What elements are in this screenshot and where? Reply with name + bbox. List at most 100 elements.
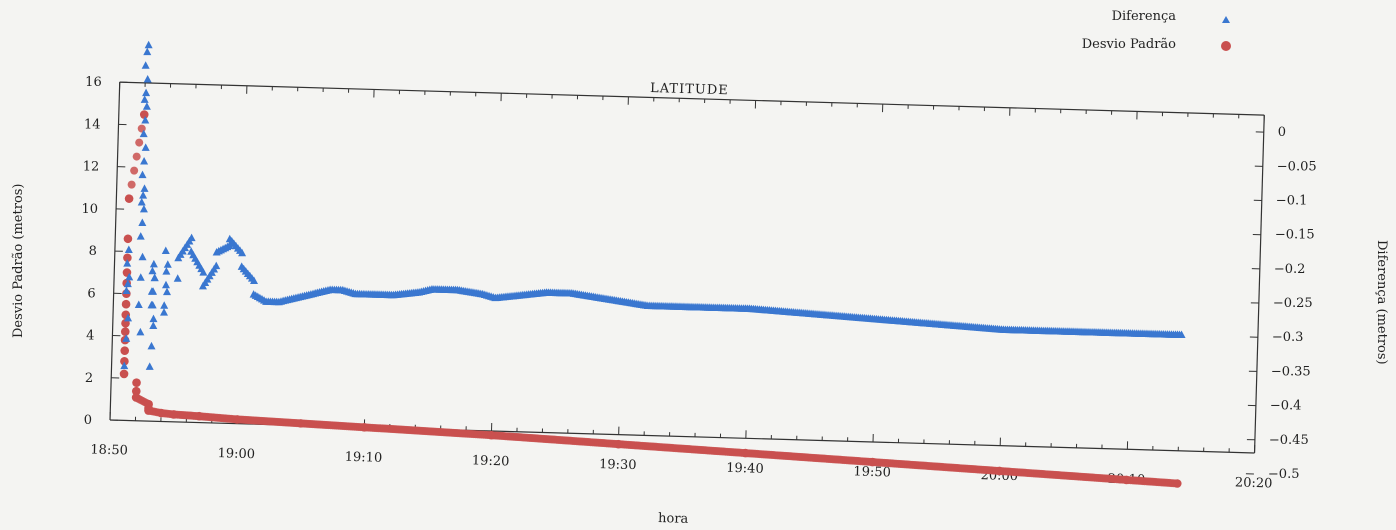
diferenca-point [134, 300, 143, 309]
y-tick-label: 2 [85, 371, 93, 386]
x-tick-label: 19:30 [599, 457, 637, 473]
y-tick-label: 16 [85, 75, 102, 90]
y2-tick-label: −0.3 [1272, 330, 1304, 345]
y2-tick-label: 0 [1278, 125, 1286, 140]
desvio-padrao-point [296, 419, 306, 428]
desvio-padrao-point [995, 466, 1004, 476]
desvio-padrao-point [135, 138, 144, 147]
x-tick-label: 19:10 [345, 450, 383, 466]
desvio-padrao-point [139, 110, 149, 119]
y-tick-label: 12 [83, 160, 100, 175]
y-tick-label: 14 [84, 117, 101, 132]
diferenca-point [140, 95, 149, 103]
desvio-padrao-point [127, 180, 136, 189]
diferenca-point [124, 245, 133, 253]
diferenca-point [136, 232, 145, 240]
diferenca-point [143, 47, 152, 56]
diferenca-point [147, 341, 156, 350]
diferenca-point [225, 241, 234, 250]
diferenca-point [125, 272, 134, 281]
y-tick-label: 4 [86, 329, 94, 344]
plot-frame [109, 81, 1265, 454]
x-tick-label: 19:50 [853, 464, 891, 480]
desvio-padrao-point [132, 378, 141, 388]
diferenca-point [199, 268, 208, 276]
diferenca-point [141, 143, 150, 151]
diferenca-point [173, 274, 182, 282]
y2-tick-label: −0.5 [1268, 467, 1300, 482]
chart-title: LATITUDE [650, 81, 729, 98]
desvio-padrao-point [120, 327, 130, 336]
desvio-padrao-point [120, 356, 129, 366]
y-tick-label: 6 [87, 286, 95, 301]
x-tick-label: 18:50 [90, 442, 128, 458]
diferenca-point [136, 273, 145, 281]
diferenca-point [161, 246, 170, 255]
diferenca-point [149, 259, 158, 268]
diferenca-point [122, 286, 131, 294]
diferenca-point [1177, 330, 1186, 339]
diferenca-point [212, 261, 221, 270]
desvio-padrao-point [194, 411, 204, 421]
desvio-padrao-point [1172, 479, 1182, 488]
desvio-padrao-point [119, 369, 129, 379]
diferenca-point [144, 40, 153, 49]
y-axis-title: Desvio Padrão (metros) [11, 183, 26, 338]
desvio-padrao-point [131, 386, 141, 396]
diferenca-point [238, 248, 247, 257]
diferenca-point [162, 267, 171, 275]
diferenca-point [139, 191, 148, 199]
diferenca-point [148, 266, 157, 275]
diferenca-point [147, 287, 156, 295]
y2-tick-label: −0.25 [1273, 296, 1313, 311]
diferenca-point [136, 327, 145, 336]
diferenca-point [163, 260, 172, 268]
desvio-padrao-point [232, 415, 242, 424]
legend-marker-desvio-padrao [1221, 41, 1231, 51]
x-tick-label: 19:20 [472, 453, 510, 469]
diferenca-point [124, 313, 133, 322]
desvio-padrao-point [132, 152, 141, 161]
data-marks [119, 40, 1186, 488]
desvio-padrao-point [120, 346, 130, 355]
desvio-padrao-point [123, 234, 133, 244]
desvio-padrao-point [131, 393, 141, 402]
diferenca-point [142, 102, 151, 110]
diferenca-point [140, 184, 149, 192]
y-tick-label: 10 [82, 202, 99, 217]
diferenca-point [140, 156, 149, 165]
diferenca-point [149, 314, 158, 323]
legend-label-diferenca: Diferença [1112, 9, 1177, 24]
axis-ticks: 18:50 19:00 19:10 19:20 19:30 19:40 19:50 20:00… [82, 75, 1317, 491]
x-tick-label: 20:20 [1235, 475, 1273, 491]
desvio-padrao-point [360, 423, 369, 432]
diferenca-point [141, 115, 150, 124]
desvio-padrao-point [614, 439, 623, 449]
desvio-padrao-point [124, 194, 134, 203]
diferenca-point [123, 279, 132, 288]
diferenca-point [123, 259, 132, 267]
diferenca-point [160, 301, 169, 309]
legend-label-desvio-padrao: Desvio Padrão [1082, 37, 1176, 52]
desvio-padrao-point [130, 166, 139, 175]
x-tick-label: 19:40 [726, 461, 764, 477]
diferenca-point [138, 170, 147, 179]
diferenca-point [141, 61, 150, 69]
legend-marker-diferenca [1222, 16, 1230, 23]
desvio-padrao-point [123, 253, 132, 263]
diferenca-point [122, 334, 131, 342]
y2-tick-label: −0.15 [1275, 228, 1315, 243]
desvio-padrao-point [868, 457, 877, 467]
y2-axis-title: Diferença (metros) [1374, 240, 1389, 365]
diferenca-point [162, 287, 171, 296]
diferenca-point [145, 362, 154, 370]
desvio-padrao-point [121, 299, 131, 309]
y-tick-label: 8 [89, 244, 97, 259]
diferenca-point [250, 276, 259, 284]
diferenca-point [187, 233, 196, 242]
y2-tick-label: −0.2 [1274, 262, 1306, 277]
desvio-padrao-point [156, 408, 166, 418]
x-axis-title: hora [658, 511, 689, 527]
